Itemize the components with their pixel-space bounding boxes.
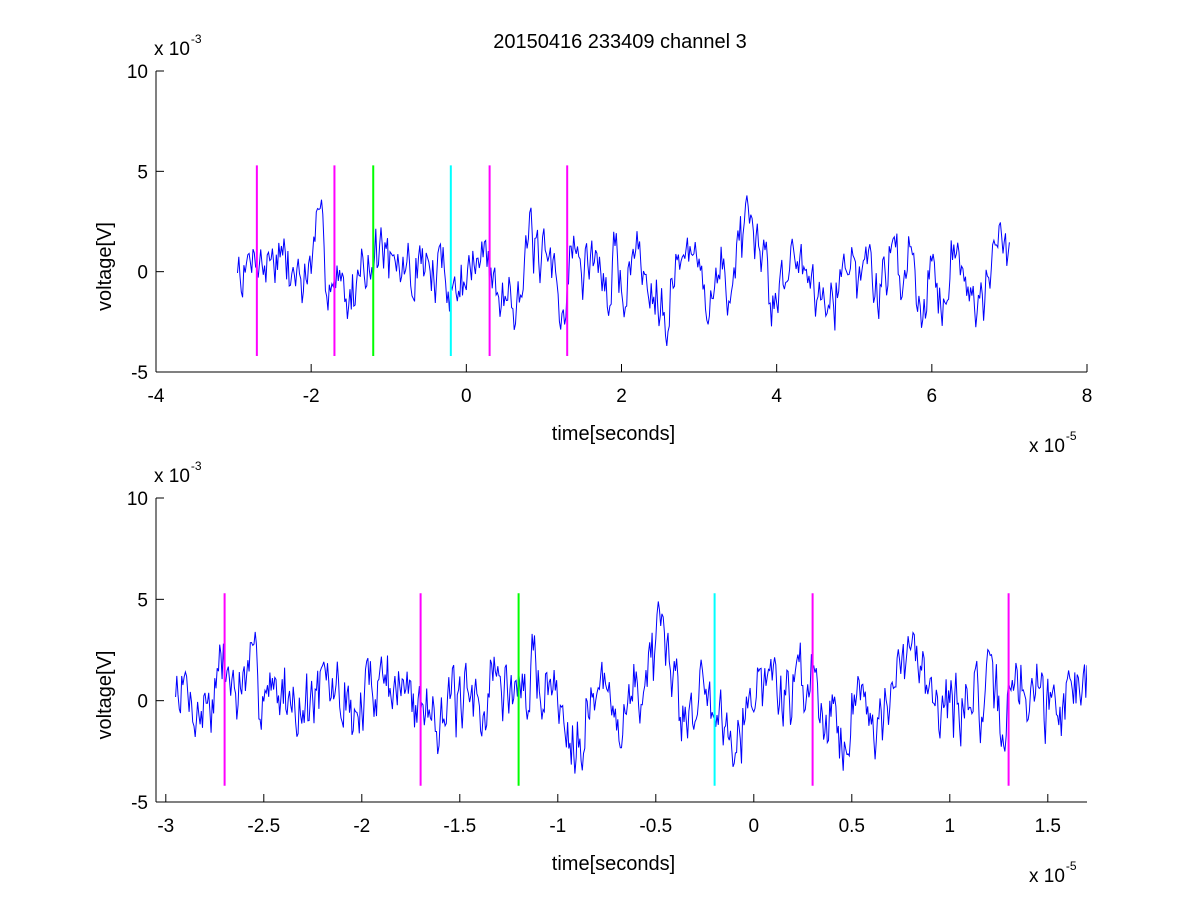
x-tick-label: 0 [461,386,472,407]
x-tick-label: 1 [945,816,956,837]
x-tick-label: -0.5 [639,816,672,837]
y-tick-label: -5 [131,793,148,814]
top-panel: -4 -2 0 2 4 6 8 -5 0 5 10 x 10-3 x 10-5 time[seconds]… [94,32,1092,457]
y-tick-label: 5 [137,590,148,611]
y-exponent-label: x 10-3 [154,459,202,487]
x-tick-label: 1.5 [1035,816,1061,837]
x-tick-label: -2 [303,386,320,407]
y-tick-label: 10 [127,62,148,83]
y-tick-label: 0 [137,692,148,713]
x-tick-label: 6 [927,386,938,407]
y-tick-label: 10 [127,489,148,510]
y-tick-label: -5 [131,363,148,384]
x-tick-label: -3 [157,816,174,837]
bottom-panel: -3 -2.5 -2 -1.5 -1 -0.5 0 0.5 1 1.5 -5 0 5 10 x 10-3 x … [94,459,1087,887]
x-axis-label: time[seconds] [552,423,675,445]
y-tick-label: 0 [137,263,148,284]
x-tick-label: -1.5 [443,816,476,837]
x-tick-label: 0.5 [839,816,865,837]
y-tick-label: 5 [137,162,148,183]
y-axis-label: voltage[V] [94,651,116,740]
signal-series-line [175,601,1087,774]
x-exponent-label: x 10-5 [1029,429,1077,457]
x-tick-label: 2 [616,386,627,407]
x-axis-label: time[seconds] [552,853,675,875]
x-exponent-label: x 10-5 [1029,859,1077,887]
signal-series-line [237,195,1010,346]
y-exponent-label: x 10-3 [154,32,202,60]
figure-title: 20150416 233409 channel 3 [493,31,747,53]
x-tick-label: 0 [749,816,760,837]
x-tick-label: -1 [549,816,566,837]
x-tick-label: -2 [353,816,370,837]
x-tick-label: 4 [771,386,782,407]
x-tick-label: -4 [148,386,165,407]
y-axis-label: voltage[V] [94,222,116,311]
x-tick-label: -2.5 [247,816,280,837]
x-tick-label: 8 [1082,386,1093,407]
